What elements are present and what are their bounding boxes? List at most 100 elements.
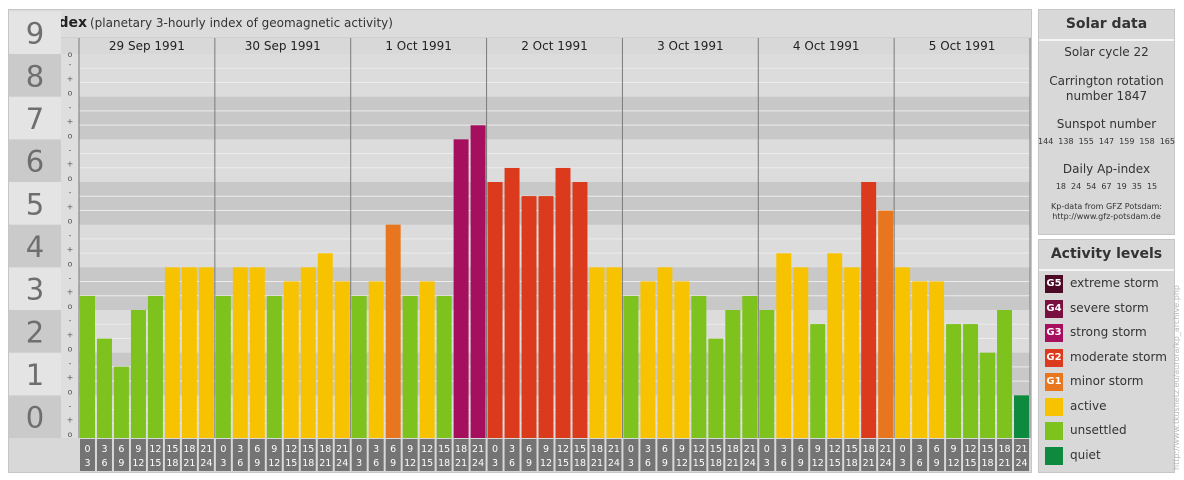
interval-box — [810, 439, 826, 471]
y-tick-label: 2 — [26, 315, 44, 349]
sunspot-value: 144 — [1038, 137, 1054, 146]
interval-end-label: 12 — [676, 458, 688, 469]
watermark: http://www.tkusnetz.eu/aurora/kp_archive… — [1172, 285, 1181, 470]
ap-index-value: 18 — [1055, 182, 1067, 191]
kp-bar — [470, 125, 486, 439]
kp-bar — [351, 295, 367, 438]
activity-level-swatch: G2 — [1045, 348, 1063, 367]
interval-end-label: 24 — [1015, 458, 1027, 469]
interval-box — [487, 439, 503, 471]
interval-start-label: 12 — [965, 444, 977, 455]
kp-bar — [419, 281, 435, 438]
kp-bar — [929, 281, 945, 438]
interval-start-label: 3 — [917, 444, 923, 455]
ap-index-value: 35 — [1131, 182, 1142, 191]
interval-box — [861, 439, 877, 471]
interval-end-label: 24 — [200, 458, 212, 469]
y-tick-label: 7 — [26, 102, 44, 136]
kp-bar — [215, 295, 231, 438]
interval-box — [130, 439, 146, 471]
ap-index-values: 18 24 54 67 19 35 15 — [1039, 182, 1174, 191]
y-tick-label: 5 — [26, 187, 44, 221]
interval-end-label: 24 — [880, 458, 892, 469]
interval-box — [147, 439, 163, 471]
interval-box — [538, 439, 554, 471]
interval-box — [164, 439, 180, 471]
interval-start-label: 9 — [815, 444, 821, 455]
kp-bar — [555, 167, 571, 439]
source-url[interactable]: http://www.gfz-potsdam.de — [1052, 212, 1161, 221]
minor-tick-label: - — [69, 103, 72, 112]
day-label: 30 Sep 1991 — [245, 39, 321, 53]
sunspot-value: 138 — [1058, 137, 1074, 146]
interval-start-label: 18 — [183, 444, 195, 455]
interval-box — [453, 439, 469, 471]
kp-bar — [538, 196, 554, 438]
interval-box — [317, 439, 333, 471]
interval-box — [742, 439, 758, 471]
interval-box — [1014, 439, 1029, 471]
minor-tick-label: o — [68, 302, 73, 311]
kp-bar — [164, 267, 180, 438]
kp-bar — [80, 295, 95, 438]
activity-level-label: minor storm — [1070, 374, 1144, 388]
kp-bar — [249, 267, 265, 438]
interval-end-label: 18 — [574, 458, 586, 469]
kp-bar — [997, 310, 1013, 438]
interval-start-label: 18 — [455, 444, 467, 455]
interval-start-label: 15 — [302, 444, 314, 455]
day-label: 3 Oct 1991 — [657, 39, 724, 53]
y-tick-label: 3 — [26, 273, 44, 307]
interval-end-label: 18 — [981, 458, 993, 469]
interval-box — [929, 439, 945, 471]
day-label: 29 Sep 1991 — [109, 39, 185, 53]
kp-bar — [793, 267, 809, 438]
minor-tick-label: - — [69, 146, 72, 155]
interval-start-label: 3 — [645, 444, 651, 455]
interval-start-label: 9 — [407, 444, 413, 455]
interval-start-label: 12 — [693, 444, 705, 455]
interval-start-label: 15 — [166, 444, 178, 455]
minor-tick-label: o — [68, 387, 73, 396]
y-tick-label: 9 — [26, 17, 44, 51]
interval-end-label: 21 — [591, 458, 603, 469]
interval-end-label: 24 — [336, 458, 348, 469]
interval-start-label: 21 — [744, 444, 756, 455]
ap-index-value: 24 — [1071, 182, 1082, 191]
kp-bar — [317, 253, 333, 438]
activity-level-swatch: G4 — [1045, 299, 1063, 318]
interval-box — [776, 439, 792, 471]
activity-level-swatch — [1045, 446, 1063, 465]
y-tick-label: 6 — [26, 145, 44, 179]
activity-level-label: unsettled — [1070, 423, 1127, 437]
interval-end-label: 9 — [662, 458, 668, 469]
interval-start-label: 21 — [472, 444, 484, 455]
interval-start-label: 21 — [880, 444, 892, 455]
interval-box — [657, 439, 673, 471]
interval-end-label: 21 — [183, 458, 195, 469]
minor-tick-label: - — [69, 231, 72, 240]
activity-level-swatch: G5 — [1045, 275, 1063, 293]
activity-level-label: extreme storm — [1070, 276, 1159, 290]
interval-end-label: 3 — [220, 458, 226, 469]
interval-start-label: 12 — [149, 444, 161, 455]
kp-bar — [521, 196, 537, 438]
y-tick-band — [9, 352, 61, 396]
interval-start-label: 6 — [934, 444, 940, 455]
interval-box — [895, 439, 911, 471]
interval-start-label: 15 — [438, 444, 450, 455]
interval-box — [80, 439, 95, 471]
minor-tick-label: - — [69, 402, 72, 411]
minor-tick-column — [61, 54, 79, 438]
interval-start-label: 9 — [951, 444, 957, 455]
kp-bar — [130, 310, 146, 438]
minor-tick-label: + — [67, 245, 74, 254]
kp-chart: 0123456789o+-o+-o+-o+-o+-o+-o+-o+-o+-o29… — [9, 11, 1031, 471]
interval-start-label: 15 — [846, 444, 858, 455]
interval-end-label: 3 — [492, 458, 498, 469]
interval-start-label: 0 — [356, 444, 362, 455]
activity-level-label: severe storm — [1070, 300, 1149, 315]
interval-end-label: 15 — [693, 458, 705, 469]
interval-end-label: 6 — [373, 458, 379, 469]
interval-start-label: 3 — [509, 444, 515, 455]
